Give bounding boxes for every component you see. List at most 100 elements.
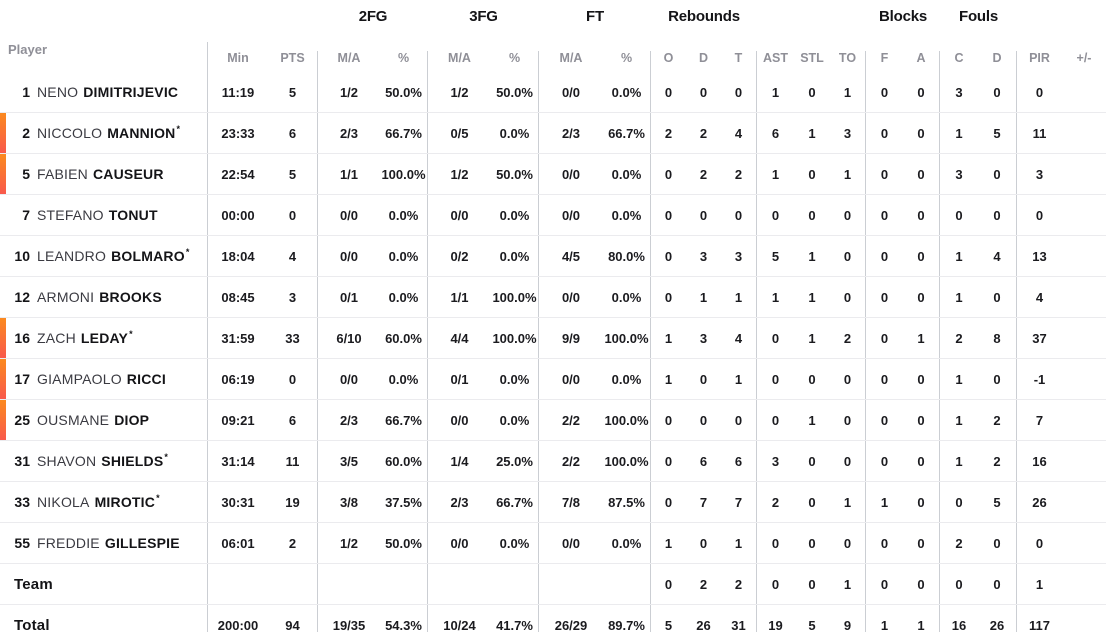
table-row[interactable]: 17 GIAMPAOLO RICCI 06:19 0 0/0 0.0% 0/1 …: [0, 359, 1106, 400]
pir-cell: 3: [1035, 166, 1044, 182]
assists-cell: 0: [771, 535, 780, 551]
2fg-pct-cell: 66.7%: [380, 113, 428, 153]
2fg-pct-cell: 50.0%: [380, 523, 428, 563]
blocks-for-cell: 0: [880, 412, 889, 428]
table-row[interactable]: 25 OUSMANE DIOP 09:21 6 2/3 66.7% 0/0 0.…: [0, 400, 1106, 441]
ft-pct-cell: 100.0%: [603, 441, 651, 481]
blocks-against-cell: 0: [903, 277, 940, 317]
defensive-rebounds-cell: 0: [699, 535, 708, 551]
assists-cell: 1: [771, 84, 780, 100]
3fg-made-att-cell: 0/0: [450, 412, 469, 428]
blocks-against-cell: 1: [903, 318, 940, 358]
blocks-for-cell: 0: [880, 248, 889, 264]
table-row[interactable]: 10 LEANDRO BOLMARO * 18:04 4 0/0 0.0% 0/…: [0, 236, 1106, 277]
jersey-number: 25: [14, 412, 30, 428]
offensive-rebounds-cell: 0: [664, 207, 673, 223]
assists-cell: 0: [771, 207, 780, 223]
player-first-name: FABIEN: [37, 166, 88, 182]
2fg-made-att-cell: 1/1: [339, 166, 359, 182]
2fg-made-att-cell: 6/10: [336, 330, 362, 346]
minutes-cell: 09:21: [221, 412, 255, 428]
minutes-cell: 23:33: [221, 125, 255, 141]
table-row[interactable]: 5 FABIEN CAUSEUR 22:54 5 1/1 100.0% 1/2 …: [0, 154, 1106, 195]
2fg-pct-cell: 37.5%: [380, 482, 428, 522]
steals-cell: 1: [808, 248, 816, 264]
player-first-name: NENO: [37, 84, 79, 100]
player-last-name: MIROTIC: [94, 494, 156, 510]
minutes-cell: 06:19: [221, 371, 255, 387]
steals-cell: 0: [808, 84, 816, 100]
assists-cell: 0: [771, 371, 780, 387]
starter-mark: *: [176, 123, 180, 134]
minutes-cell: 31:14: [221, 453, 255, 469]
table-row[interactable]: 31 SHAVON SHIELDS * 31:14 11 3/5 60.0% 1…: [0, 441, 1106, 482]
plus-minus-cell: [1062, 72, 1106, 112]
ft-pct-cell: 0.0%: [603, 195, 651, 235]
2fg-pct-cell: [380, 564, 428, 604]
column-header-foul-d: D: [978, 51, 1017, 72]
minutes-cell: 11:19: [221, 84, 255, 100]
blocks-for-cell: 0: [880, 535, 889, 551]
steals-cell: 1: [808, 289, 816, 305]
player-cell: 2 NICCOLO MANNION *: [0, 113, 208, 153]
column-header-reb-o: O: [663, 51, 674, 65]
2fg-pct-cell: 0.0%: [380, 195, 428, 235]
table-row[interactable]: 7 STEFANO TONUT 00:00 0 0/0 0.0% 0/0 0.0…: [0, 195, 1106, 236]
3fg-pct-cell: 0.0%: [491, 236, 539, 276]
pir-cell: 16: [1032, 453, 1047, 469]
defensive-rebounds-cell: 0: [699, 412, 708, 428]
fouls-drawn-cell: 0: [978, 359, 1017, 399]
plus-minus-cell: [1062, 236, 1106, 276]
2fg-made-att-cell: 19/35: [332, 617, 366, 632]
ft-made-att-cell: [539, 564, 603, 604]
blocks-against-cell: 0: [903, 400, 940, 440]
player-last-name: BROOKS: [99, 289, 162, 305]
player-cell: Team: [0, 564, 208, 604]
fouls-committed-cell: 1: [955, 453, 963, 469]
3fg-made-att-cell: 0/2: [450, 248, 469, 264]
player-last-name: DIMITRIJEVIC: [83, 84, 179, 100]
3fg-made-att-cell: 1/4: [450, 453, 469, 469]
assists-cell: 6: [771, 125, 780, 141]
player-last-name: BOLMARO: [111, 248, 185, 264]
assists-cell: 0: [771, 412, 780, 428]
ft-made-att-cell: 26/29: [554, 617, 588, 632]
group-header-row: 2FG 3FG FT Rebounds Blocks Fouls: [0, 0, 1106, 32]
offensive-rebounds-cell: 1: [664, 535, 673, 551]
jersey-number: 2: [22, 125, 30, 141]
turnovers-cell: 3: [830, 113, 866, 153]
blocks-for-cell: 1: [880, 494, 889, 510]
3fg-made-att-cell: 1/1: [450, 289, 469, 305]
minutes-cell: [208, 564, 268, 604]
steals-cell: 0: [808, 576, 816, 592]
table-row[interactable]: 16 ZACH LEDAY * 31:59 33 6/10 60.0% 4/4 …: [0, 318, 1106, 359]
3fg-pct-cell: 50.0%: [491, 154, 539, 194]
assists-cell: 3: [771, 453, 780, 469]
table-row[interactable]: 12 ARMONI BROOKS 08:45 3 0/1 0.0% 1/1 10…: [0, 277, 1106, 318]
2fg-made-att-cell: 2/3: [339, 125, 359, 141]
player-cell: 31 SHAVON SHIELDS *: [0, 441, 208, 481]
table-row[interactable]: 55 FREDDIE GILLESPIE 06:01 2 1/2 50.0% 0…: [0, 523, 1106, 564]
ft-made-att-cell: 2/2: [561, 412, 581, 428]
blocks-for-cell: 0: [880, 207, 889, 223]
fouls-committed-cell: 1: [955, 125, 963, 141]
defensive-rebounds-cell: 2: [699, 166, 708, 182]
table-row[interactable]: 33 NIKOLA MIROTIC * 30:31 19 3/8 37.5% 2…: [0, 482, 1106, 523]
2fg-pct-cell: 0.0%: [380, 359, 428, 399]
fouls-committed-cell: 0: [955, 207, 963, 223]
table-row[interactable]: 1 NENO DIMITRIJEVIC 11:19 5 1/2 50.0% 1/…: [0, 72, 1106, 113]
player-last-name: DIOP: [114, 412, 150, 428]
3fg-pct-cell: 0.0%: [491, 523, 539, 563]
pir-cell: 0: [1035, 207, 1044, 223]
jersey-number: 16: [14, 330, 30, 346]
turnovers-cell: 0: [830, 400, 866, 440]
steals-cell: 0: [808, 166, 816, 182]
offensive-rebounds-cell: 0: [664, 453, 673, 469]
ft-pct-cell: 80.0%: [603, 236, 651, 276]
3fg-made-att-cell: 1/2: [450, 166, 469, 182]
column-header-pir: PIR: [1029, 51, 1050, 65]
table-row[interactable]: 2 NICCOLO MANNION * 23:33 6 2/3 66.7% 0/…: [0, 113, 1106, 154]
column-header-blk-a: A: [903, 51, 940, 72]
steals-cell: 1: [808, 330, 816, 346]
on-court-marker: [0, 113, 6, 153]
